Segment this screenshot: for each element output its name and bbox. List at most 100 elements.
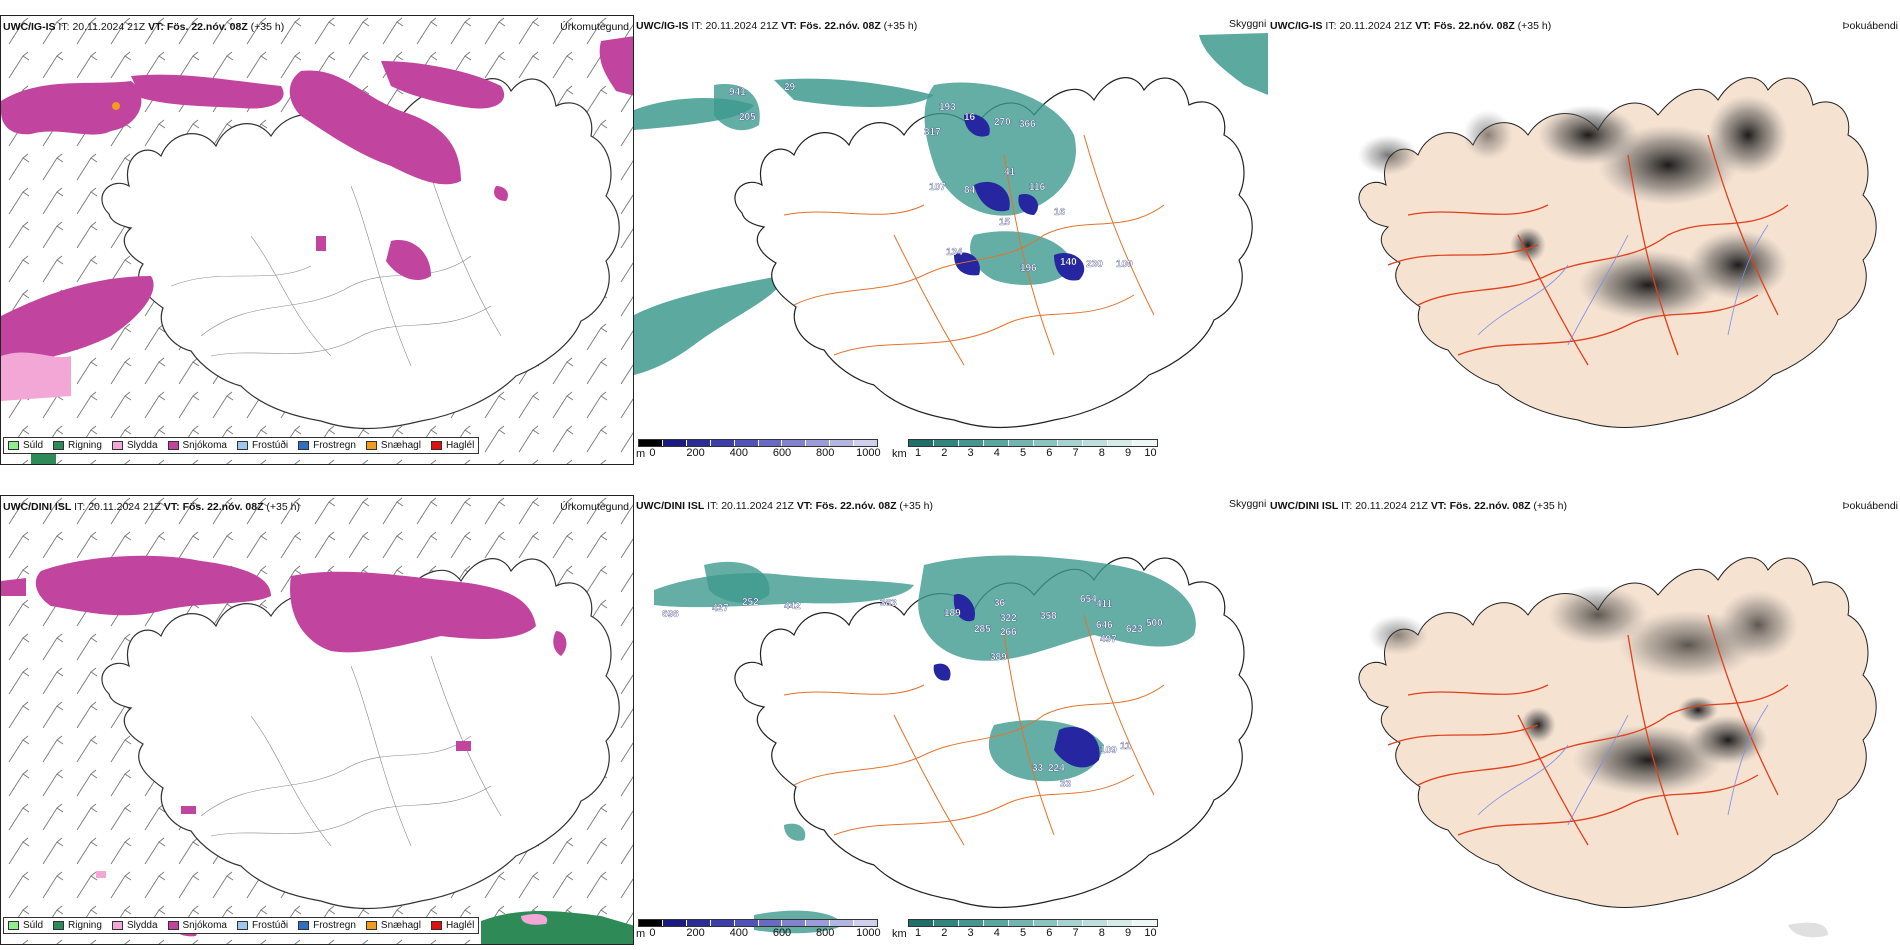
legend-item: Snæhagl	[365, 920, 421, 931]
cloud-label: 623	[1126, 624, 1143, 635]
cloud-label: 442	[784, 601, 801, 612]
visibility-unit: km	[892, 448, 907, 460]
panel-title: UWC/IG-IS IT: 20.11.2024 21Z VT: Fös. 22…	[1270, 20, 1552, 32]
height-colorbar-ramp	[638, 919, 878, 927]
vis-tick: 1	[914, 927, 922, 939]
visibility-colorbar: km 1 2 3 4 5 6 7 8 9 10	[892, 919, 1158, 940]
swatch-sleet	[111, 921, 123, 930]
legend-item: Haglél	[430, 920, 474, 931]
height-colorbar: m 0 200 400 600 800 1000	[636, 919, 881, 940]
vis-tick: 3	[967, 447, 974, 459]
cloud-label: 33	[1032, 763, 1044, 774]
height-tick: 1000	[856, 927, 881, 939]
vis-tick: 8	[1098, 927, 1105, 939]
cloud-label: 427	[712, 603, 729, 614]
legend-item: Snjókoma	[167, 920, 227, 931]
cloud-label: 205	[739, 112, 756, 123]
panel-name: Skyggni	[1229, 498, 1267, 510]
cloud-label: 41	[1004, 167, 1016, 178]
cloud-label: 252	[742, 597, 759, 608]
fog-map	[1358, 77, 1877, 428]
cloud-label: 497	[1100, 634, 1117, 645]
height-tick: 200	[686, 447, 705, 459]
height-unit: m	[636, 448, 646, 460]
panel-title: UWC/DINI ISL IT: 20.11.2024 21Z VT: Fös.…	[1270, 500, 1567, 512]
clouds-panel-top: UWC/IG-IS IT: 20.11.2024 21Z VT: Fös. 22…	[634, 15, 1268, 465]
cloud-label: 107	[929, 182, 946, 193]
vis-tick: 1	[914, 447, 922, 459]
cloud-label: 500	[1146, 618, 1163, 629]
precip-legend: Súld Rigning Slydda Snjókoma Frostúði Fr…	[3, 437, 480, 454]
cloud-map: 698 427 252 442 383 189 36 285 322 266 3…	[654, 555, 1253, 934]
legend-item: Frostregn	[298, 440, 356, 451]
cloud-label: 266	[1000, 627, 1017, 638]
height-tick: 200	[686, 927, 705, 939]
panel-name: Úrkomutegund	[560, 501, 629, 513]
cloud-label: 189	[944, 608, 961, 619]
cloud-label: 36	[994, 598, 1006, 609]
swatch-snow	[167, 921, 179, 930]
cloud-label: 270	[994, 117, 1011, 128]
legend-item: Snæhagl	[365, 440, 421, 451]
cloud-label: 16	[964, 112, 976, 123]
vis-tick: 6	[1046, 927, 1053, 939]
swatch-snow-pellets	[365, 441, 377, 450]
panel-title: UWC/DINI ISL IT: 20.11.2024 21Z VT: Fös.…	[636, 500, 933, 512]
vis-tick: 9	[1124, 927, 1132, 939]
vis-tick: 6	[1046, 447, 1053, 459]
vis-tick: 5	[1019, 447, 1027, 459]
swatch-freezing-rain	[298, 441, 310, 450]
cloud-label: 84	[964, 185, 976, 196]
vis-tick: 4	[993, 927, 1000, 939]
cloud-label: 11	[1120, 741, 1131, 752]
vis-tick: 4	[993, 447, 1000, 459]
height-tick: 800	[816, 927, 835, 939]
legend-item: Haglél	[430, 440, 474, 451]
precip-panel-bottom: UWC/DINI ISL IT: 20.11.2024 21Z VT: Fös.…	[0, 495, 634, 945]
cloud-label: 109	[1100, 745, 1117, 756]
cloud-label: 366	[1019, 119, 1036, 130]
swatch-hail	[430, 921, 442, 930]
height-tick: 800	[816, 447, 835, 459]
legend-item: Frostúði	[236, 440, 288, 451]
vis-tick: 5	[1019, 927, 1027, 939]
swatch-hail	[430, 441, 442, 450]
cloud-label: 100	[1116, 259, 1133, 270]
legend-item: Súld	[8, 440, 43, 451]
legend-item: Rigning	[53, 920, 102, 931]
cloud-label: 140	[1060, 257, 1077, 268]
cloud-label: 33	[1060, 779, 1072, 790]
visibility-unit: km	[892, 928, 907, 940]
swatch-rain	[53, 441, 65, 450]
height-colorbar-ramp	[638, 439, 878, 447]
panel-name: Skyggni	[1229, 18, 1267, 30]
panel-title: UWC/DINI ISL IT: 20.11.2024 21Z VT: Fös.…	[3, 501, 300, 513]
visibility-colorbar-ramp	[908, 919, 1158, 927]
panel-title: UWC/IG-IS IT: 20.11.2024 21Z VT: Fös. 22…	[636, 20, 918, 32]
cloud-label: 941	[729, 87, 746, 98]
vis-tick: 10	[1144, 927, 1157, 939]
swatch-freezing-drizzle	[236, 921, 248, 930]
precip-legend: Súld Rigning Slydda Snjókoma Frostúði Fr…	[3, 917, 480, 934]
vis-tick: 7	[1072, 447, 1079, 459]
swatch-rain	[53, 921, 65, 930]
precip-map	[1, 16, 633, 464]
height-tick: 400	[729, 447, 748, 459]
cloud-label: 15	[999, 217, 1011, 228]
vis-tick: 7	[1072, 927, 1079, 939]
swatch-snow-pellets	[365, 921, 377, 930]
cloud-label: 116	[1029, 182, 1046, 193]
cloud-label: 411	[1096, 599, 1113, 610]
cloud-label: 16	[1054, 207, 1066, 218]
cloud-label: 196	[1020, 263, 1037, 274]
iceland-outline	[101, 78, 620, 430]
swatch-drizzle	[8, 441, 19, 450]
height-unit: m	[636, 928, 646, 940]
panel-title: UWC/IG-IS IT: 20.11.2024 21Z VT: Fös. 22…	[3, 21, 285, 33]
fog-panel-bottom: UWC/DINI ISL IT: 20.11.2024 21Z VT: Fös.…	[1268, 495, 1900, 945]
legend-item: Rigning	[53, 440, 102, 451]
cloud-label: 698	[662, 609, 679, 620]
vis-tick: 2	[941, 927, 948, 939]
cloud-label: 193	[939, 102, 956, 113]
cloud-label: 654	[1080, 594, 1097, 605]
